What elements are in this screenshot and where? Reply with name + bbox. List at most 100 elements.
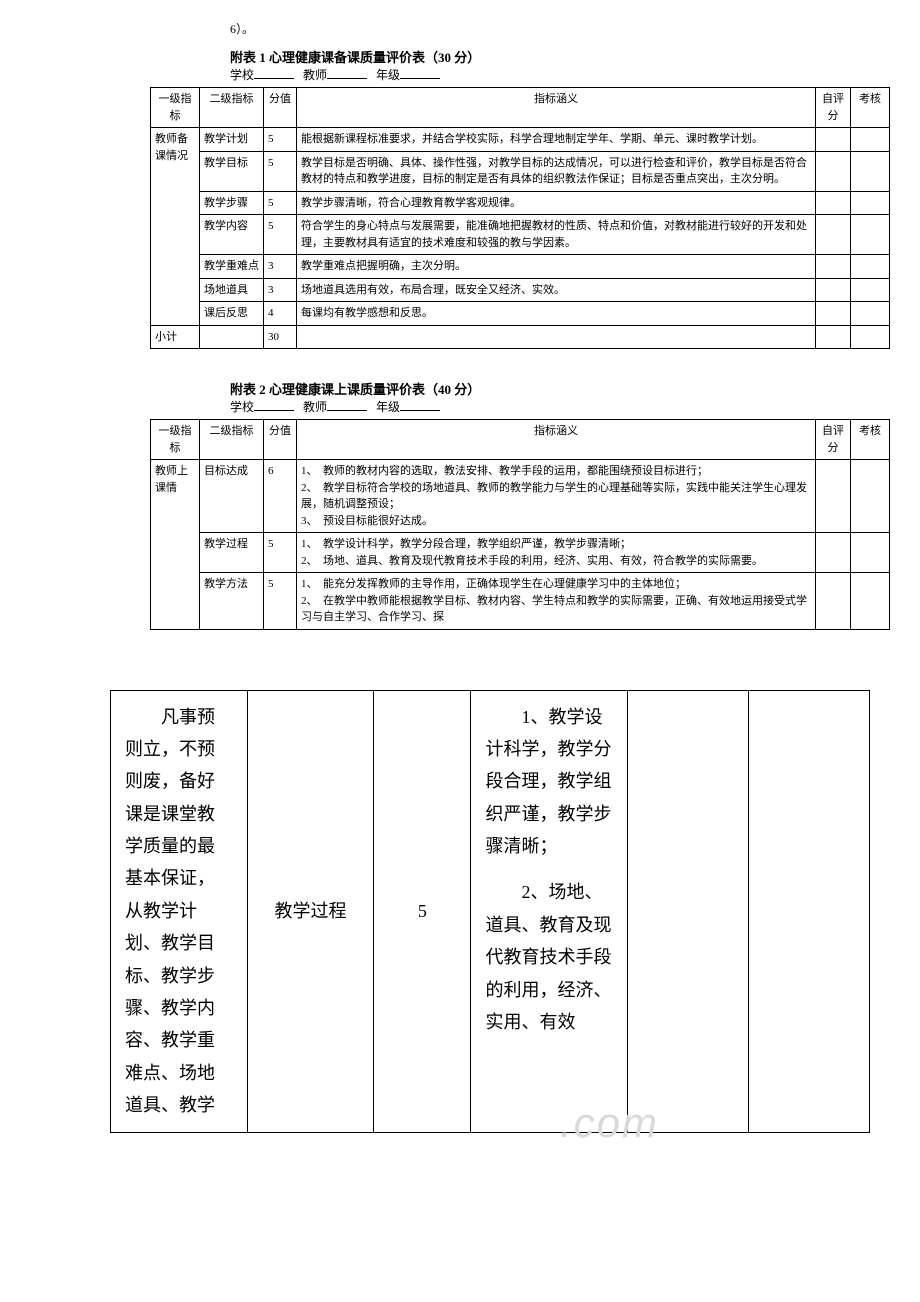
th-level1: 一级指标 (151, 420, 200, 460)
score-cell: 5 (264, 151, 297, 191)
check-cell (851, 460, 890, 533)
table-row: 课后反思 4 每课均有教学感想和反思。 (151, 302, 890, 326)
self-cell (816, 533, 851, 573)
l2-cell: 教学过程 (200, 533, 264, 573)
label-grade: 年级 (376, 400, 400, 414)
empty-cell (816, 325, 851, 349)
table1-header-row: 一级指标 二级指标 分值 指标涵义 自评分 考核 (151, 88, 890, 128)
subtotal-label: 小计 (151, 325, 200, 349)
self-cell (816, 151, 851, 191)
l2-cell: 场地道具 (200, 278, 264, 302)
l2-cell: 教学内容 (200, 215, 264, 255)
big-col2: 教学过程 (247, 690, 374, 1132)
th-check: 考核 (851, 88, 890, 128)
self-cell (816, 255, 851, 279)
meaning-line: 1、 能充分发挥教师的主导作用，正确体现学生在心理健康学习中的主体地位； (301, 576, 811, 593)
big-col1: 凡事预则立，不预则废，备好课是课堂教学质量的最基本保证，从教学计划、教学目标、教… (111, 690, 248, 1132)
check-cell (851, 573, 890, 630)
check-cell (851, 278, 890, 302)
label-grade: 年级 (376, 68, 400, 82)
table1: 一级指标 二级指标 分值 指标涵义 自评分 考核 教师备课情况 教学计划 5 能… (150, 87, 890, 349)
meaning-cell: 教学重难点把握明确，主次分明。 (297, 255, 816, 279)
page-marker: 6）。 (230, 20, 900, 37)
table2: 一级指标 二级指标 分值 指标涵义 自评分 考核 教师上课情 目标达成 6 1、… (150, 419, 890, 630)
l2-cell: 教学重难点 (200, 255, 264, 279)
th-level1: 一级指标 (151, 88, 200, 128)
l2-cell: 教学步骤 (200, 191, 264, 215)
blank-grade (400, 398, 440, 411)
self-cell (816, 191, 851, 215)
meaning-line: 2、 在教学中教师能根据教学目标、教材内容、学生特点和教学的实际需要，正确、有效… (301, 593, 811, 626)
meaning-cell: 教学目标是否明确、具体、操作性强，对教学目标的达成情况，可以进行检查和评价，教学… (297, 151, 816, 191)
level1-cell: 教师备课情况 (151, 128, 200, 326)
th-self: 自评分 (816, 88, 851, 128)
score-cell: 5 (264, 191, 297, 215)
table-row: 教学内容 5 符合学生的身心特点与发展需要，能准确地把握教材的性质、特点和价值，… (151, 215, 890, 255)
label-school: 学校 (230, 400, 254, 414)
check-cell (851, 255, 890, 279)
big-col4-p2: 2、场地、道具、教育及现代教育技术手段的利用，经济、实用、有效 (485, 876, 612, 1038)
table2-title: 附表 2 心理健康课上课质量评价表（40 分） (230, 379, 900, 398)
table-row: 场地道具 3 场地道具选用有效，布局合理，既安全又经济、实效。 (151, 278, 890, 302)
meaning-cell: 能根据新课程标准要求，并结合学校实际，科学合理地制定学年、学期、单元、课时教学计… (297, 128, 816, 152)
score-cell: 5 (264, 573, 297, 630)
blank-school (254, 66, 294, 79)
th-check: 考核 (851, 420, 890, 460)
meaning-line: 1、 教学设计科学，教学分段合理，教学组织严谨，教学步骤清晰； (301, 536, 811, 553)
score-cell: 6 (264, 460, 297, 533)
table-row: 教师上课情 目标达成 6 1、 教师的教材内容的选取，教法安排、教学手段的运用，… (151, 460, 890, 533)
meaning-cell: 1、 教师的教材内容的选取，教法安排、教学手段的运用，都能围绕预设目标进行； 2… (297, 460, 816, 533)
check-cell (851, 302, 890, 326)
big-col4: 1、教学设计科学，教学分段合理，教学组织严谨，教学步骤清晰； 2、场地、道具、教… (471, 690, 627, 1132)
self-cell (816, 278, 851, 302)
table2-subtitle: 学校 教师 年级 (230, 398, 900, 415)
check-cell (851, 151, 890, 191)
big-col6 (748, 690, 869, 1132)
th-self: 自评分 (816, 420, 851, 460)
meaning-cell: 符合学生的身心特点与发展需要，能准确地把握教材的性质、特点和价值，对教材能进行较… (297, 215, 816, 255)
table-row: 教学步骤 5 教学步骤清晰，符合心理教育教学客观规律。 (151, 191, 890, 215)
level1-cell: 教师上课情 (151, 460, 200, 630)
th-meaning: 指标涵义 (297, 88, 816, 128)
self-cell (816, 460, 851, 533)
meaning-line: 2、 场地、道具、教育及现代教育技术手段的利用，经济、实用、有效，符合教学的实际… (301, 553, 811, 570)
table1-title: 附表 1 心理健康课备课质量评价表（30 分） (230, 47, 900, 66)
score-cell: 4 (264, 302, 297, 326)
check-cell (851, 215, 890, 255)
self-cell (816, 215, 851, 255)
meaning-cell: 1、 教学设计科学，教学分段合理，教学组织严谨，教学步骤清晰； 2、 场地、道具… (297, 533, 816, 573)
big-row: 凡事预则立，不预则废，备好课是课堂教学质量的最基本保证，从教学计划、教学目标、教… (111, 690, 870, 1132)
big-col4-p1: 1、教学设计科学，教学分段合理，教学组织严谨，教学步骤清晰； (485, 701, 612, 863)
big-col5 (627, 690, 748, 1132)
label-teacher: 教师 (303, 400, 327, 414)
th-level2: 二级指标 (200, 420, 264, 460)
th-score: 分值 (264, 420, 297, 460)
l2-cell: 课后反思 (200, 302, 264, 326)
table2-header-row: 一级指标 二级指标 分值 指标涵义 自评分 考核 (151, 420, 890, 460)
th-level2: 二级指标 (200, 88, 264, 128)
score-cell: 5 (264, 215, 297, 255)
table-row: 教学重难点 3 教学重难点把握明确，主次分明。 (151, 255, 890, 279)
meaning-cell: 场地道具选用有效，布局合理，既安全又经济、实效。 (297, 278, 816, 302)
score-cell: 5 (264, 533, 297, 573)
self-cell (816, 302, 851, 326)
empty-cell (200, 325, 264, 349)
blank-grade (400, 66, 440, 79)
table-row: 教学目标 5 教学目标是否明确、具体、操作性强，对教学目标的达成情况，可以进行检… (151, 151, 890, 191)
score-cell: 5 (264, 128, 297, 152)
l2-cell: 目标达成 (200, 460, 264, 533)
subtotal-row: 小计 30 (151, 325, 890, 349)
l2-cell: 教学目标 (200, 151, 264, 191)
big-table: 凡事预则立，不预则废，备好课是课堂教学质量的最基本保证，从教学计划、教学目标、教… (110, 690, 870, 1133)
blank-teacher (327, 398, 367, 411)
meaning-line: 3、 预设目标能很好达成。 (301, 513, 811, 530)
l2-cell: 教学方法 (200, 573, 264, 630)
blank-school (254, 398, 294, 411)
meaning-line: 1、 教师的教材内容的选取，教法安排、教学手段的运用，都能围绕预设目标进行； (301, 463, 811, 480)
table-row: 教师备课情况 教学计划 5 能根据新课程标准要求，并结合学校实际，科学合理地制定… (151, 128, 890, 152)
meaning-cell: 教学步骤清晰，符合心理教育教学客观规律。 (297, 191, 816, 215)
blank-teacher (327, 66, 367, 79)
meaning-line: 2、 教学目标符合学校的场地道具、教师的教学能力与学生的心理基础等实际，实践中能… (301, 480, 811, 513)
spacer (485, 862, 612, 876)
label-teacher: 教师 (303, 68, 327, 82)
